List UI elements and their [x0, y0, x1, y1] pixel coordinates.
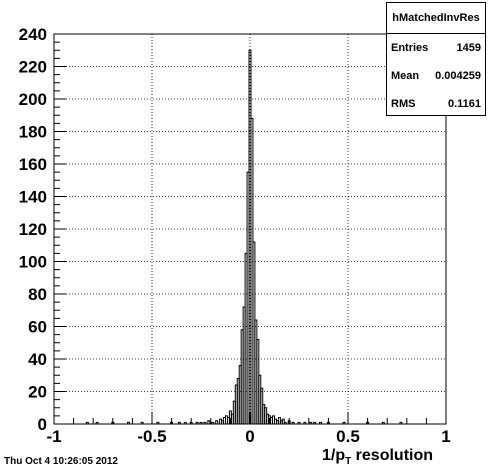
- stats-title: hMatchedInvRes: [387, 3, 485, 34]
- x-axis-title-subscript: T: [345, 456, 352, 468]
- y-tick-label: 100: [19, 253, 47, 272]
- x-axis: -1 -0.5 0 0.5 1: [46, 412, 451, 446]
- x-tick-label: 0.5: [336, 427, 360, 446]
- stats-entries-row: Entries 1459: [387, 34, 485, 62]
- x-tick-label: -0.5: [137, 427, 166, 446]
- stats-rms-row: RMS 0.1161: [387, 90, 485, 118]
- y-tick-label: 40: [28, 350, 47, 369]
- timestamp: Thu Oct 4 10:26:05 2012: [4, 456, 118, 467]
- stats-box: hMatchedInvRes Entries 1459 Mean 0.00425…: [386, 2, 486, 116]
- histogram-bars: [85, 49, 403, 425]
- y-tick-label: 240: [19, 25, 47, 44]
- y-tick-label: 80: [28, 285, 47, 304]
- y-tick-label: 140: [19, 188, 47, 207]
- x-axis-title-main: 1/p: [322, 447, 346, 464]
- grid-lines: [53, 33, 447, 425]
- y-tick-label: 200: [19, 90, 47, 109]
- mean-label: Mean: [391, 70, 420, 82]
- mean-value: 0.004259: [435, 70, 481, 82]
- x-axis-title-rest: resolution: [351, 447, 434, 464]
- y-tick-label: 220: [19, 58, 47, 77]
- entries-label: Entries: [391, 42, 429, 54]
- y-axis: 0 20 40 60 80 100 120 140 160 180 200 220 240: [19, 25, 66, 434]
- y-tick-label: 0: [38, 415, 47, 434]
- x-tick-label: -1: [46, 427, 61, 446]
- y-tick-label: 20: [28, 383, 47, 402]
- x-tick-label: 1: [441, 427, 450, 446]
- x-tick-label: 0: [245, 427, 254, 446]
- y-tick-label: 160: [19, 155, 47, 174]
- y-tick-label: 180: [19, 123, 47, 142]
- y-tick-label: 60: [28, 318, 47, 337]
- entries-value: 1459: [456, 42, 481, 54]
- stats-mean-row: Mean 0.004259: [387, 62, 485, 90]
- rms-value: 0.1161: [447, 98, 481, 110]
- x-axis-title: 1/pT resolution: [322, 447, 433, 467]
- y-tick-label: 120: [19, 220, 47, 239]
- rms-label: RMS: [391, 98, 416, 110]
